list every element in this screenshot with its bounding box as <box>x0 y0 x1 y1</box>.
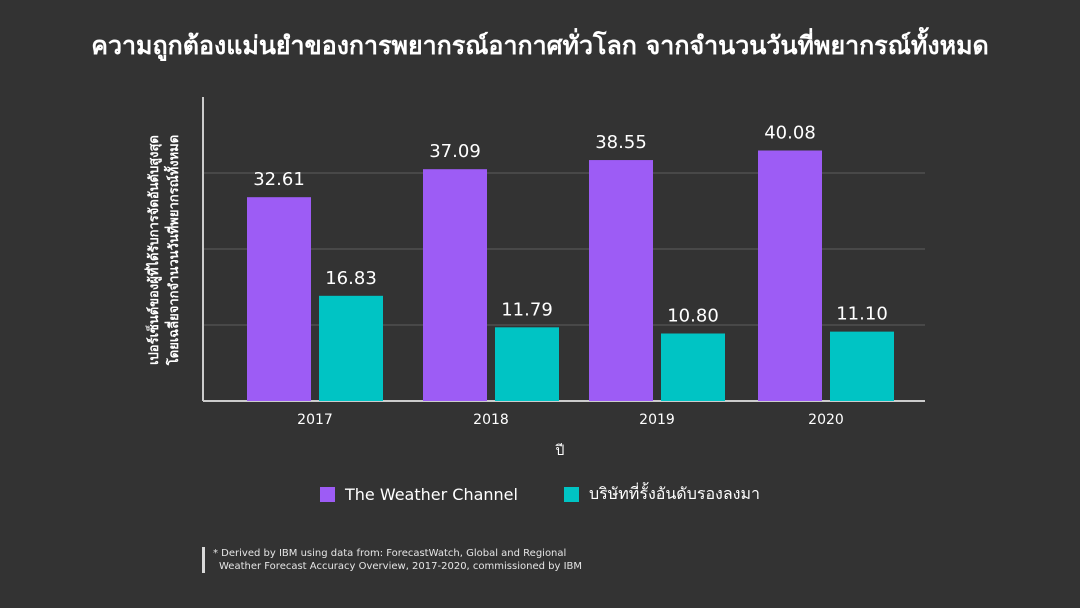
x-tick-label: 2017 <box>297 412 333 428</box>
x-tick-label: 2018 <box>473 412 509 428</box>
data-label: 16.83 <box>325 268 377 289</box>
y-axis-label-line: เปอร์เซ็นต์ของผู้ที่ได้รับการจัดอันดับสู… <box>144 135 162 365</box>
chart-legend: The Weather Channel บริษัทที่รั้งอันดับร… <box>0 482 1080 507</box>
footnote-line-2: Weather Forecast Accuracy Overview, 2017… <box>219 561 583 572</box>
bar-runner-up <box>495 327 559 401</box>
bar-weather-channel <box>589 160 653 401</box>
chart-title: ความถูกต้องแม่นยำของการพยากรณ์อากาศทั่วโ… <box>91 31 989 60</box>
data-label: 37.09 <box>429 141 481 162</box>
data-label: 11.10 <box>836 304 888 325</box>
bar-weather-channel <box>758 150 822 401</box>
data-label: 40.08 <box>764 123 816 144</box>
bar-runner-up <box>319 295 383 401</box>
legend-swatch-runner-up <box>563 487 579 502</box>
data-label: 10.80 <box>667 306 719 327</box>
bar-runner-up <box>830 331 894 401</box>
legend-label-weather-channel: The Weather Channel <box>344 485 518 504</box>
data-label: 32.61 <box>253 169 305 190</box>
bar-runner-up <box>661 333 725 401</box>
data-label: 38.55 <box>595 132 647 153</box>
bar-weather-channel <box>247 197 311 401</box>
x-tick-label: 2019 <box>639 412 675 428</box>
footnote-line-1: * Derived by IBM using data from: Foreca… <box>213 548 567 559</box>
footnote: * Derived by IBM using data from: Foreca… <box>202 547 613 573</box>
legend-item-weather-channel: The Weather Channel <box>319 482 518 507</box>
legend-swatch-weather-channel <box>319 487 335 502</box>
x-axis-label: ปี <box>555 443 564 459</box>
legend-label-runner-up: บริษัทที่รั้งอันดับรองลงมา <box>588 484 761 503</box>
x-tick-label: 2020 <box>808 412 844 428</box>
bar-weather-channel <box>423 169 487 401</box>
data-label: 11.79 <box>501 299 553 320</box>
legend-item-runner-up: บริษัทที่รั้งอันดับรองลงมา <box>563 482 761 507</box>
y-axis-label-line: โดยเฉลี่ยจากจำนวนวันที่พยากรณ์ทั้งหมด <box>163 135 182 366</box>
